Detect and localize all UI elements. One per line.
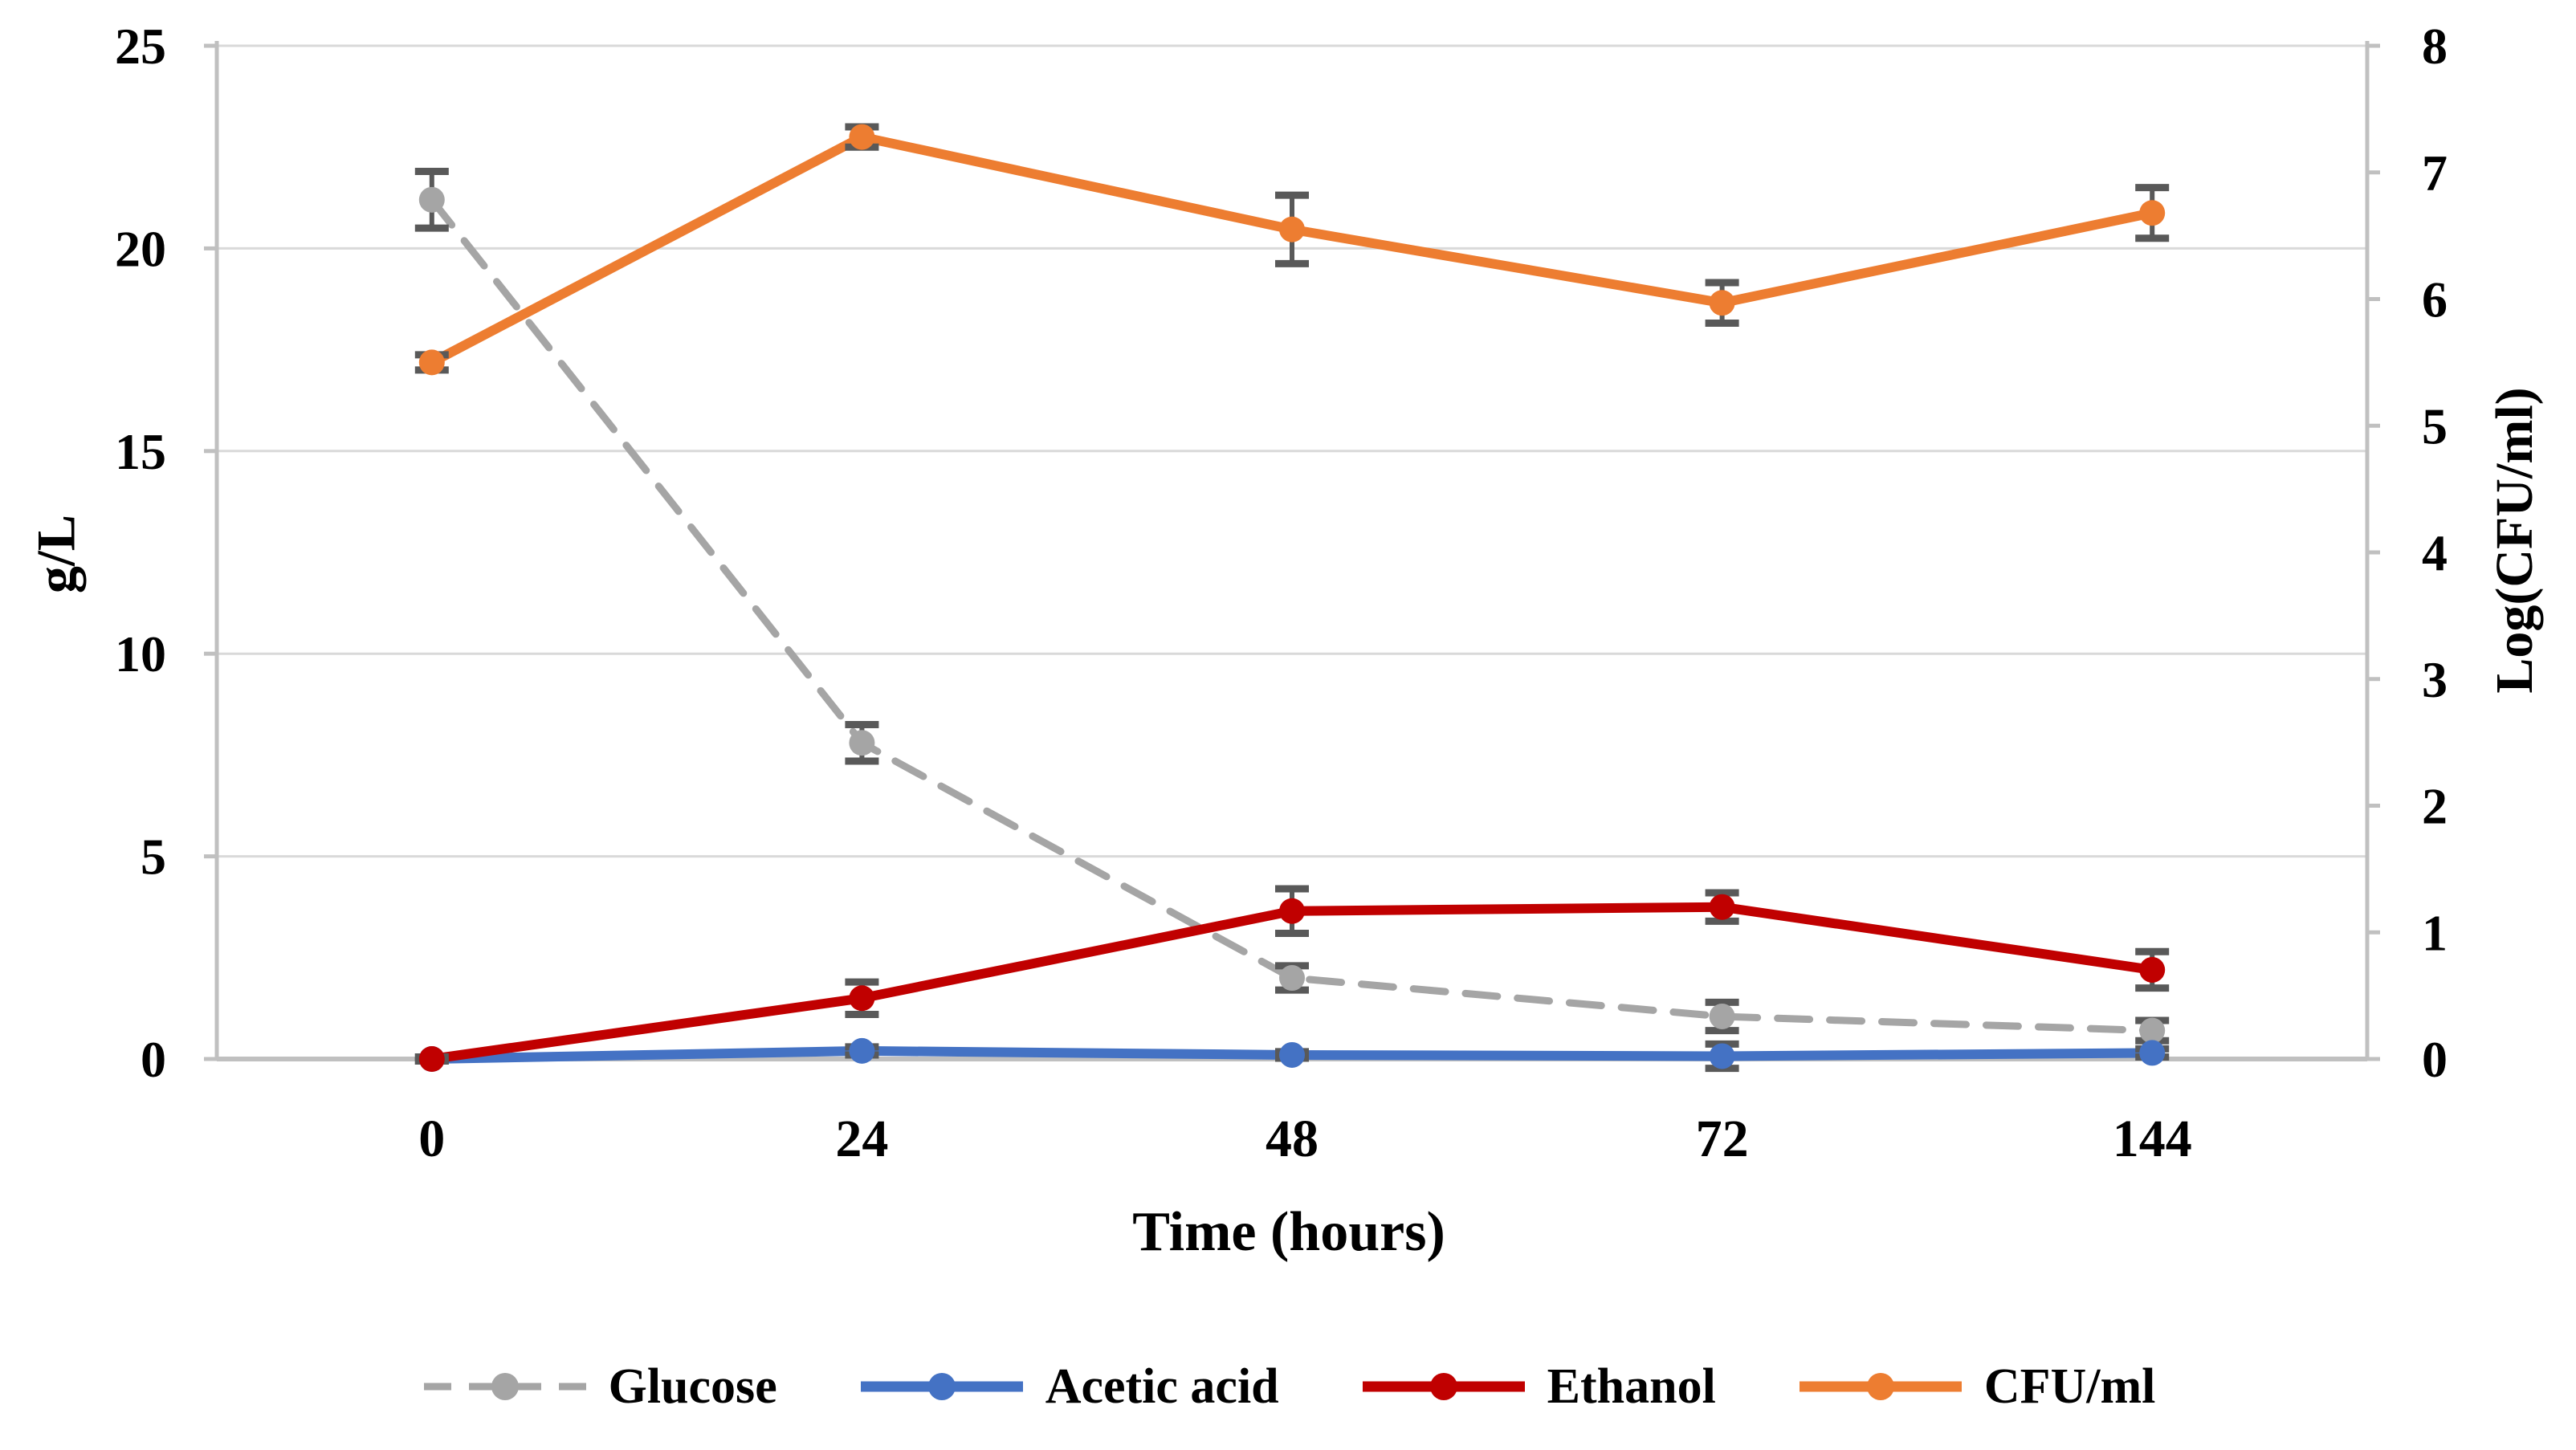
legend-marker-glucose [423,1373,586,1400]
right-axis-tick-label-0: 0 [2422,1031,2448,1088]
point-acetic-acid-72h [1709,1043,1735,1069]
point-glucose-72h [1709,1003,1735,1029]
left-axis-tick-label-5: 5 [141,829,166,886]
point-ethanol-0h [418,1046,445,1072]
legend-label-acetic-acid: Acetic acid [1045,1359,1279,1414]
legend: Glucose Acetic acid Ethanol CFU/ml [0,1361,2576,1412]
point-ethanol-24h [849,985,875,1012]
right-axis-tick-label-6: 6 [2422,271,2448,328]
legend-marker-ethanol [1362,1373,1525,1400]
point-cfu-ml-144h [2139,200,2166,226]
x-axis-title: Time (hours) [1132,1201,1445,1263]
legend-marker-cfu-ml [1799,1373,1962,1400]
x-axis-tick-label-0: 0 [418,1110,445,1168]
right-axis-tick-label-3: 3 [2422,651,2448,708]
right-axis-tick-label-1: 1 [2422,904,2448,961]
legend-marker-acetic-acid [860,1373,1023,1400]
right-axis-title: Log(CFU/ml) [2485,387,2544,694]
right-axis-tick-label-7: 7 [2422,145,2448,202]
left-axis-tick-label-20: 20 [115,220,166,277]
point-glucose-144h [2139,1017,2166,1044]
point-acetic-acid-144h [2139,1040,2166,1066]
point-glucose-48h [1279,965,1305,992]
right-axis-tick-label-5: 5 [2422,397,2448,454]
left-axis-tick-label-10: 10 [115,625,166,682]
series-acetic-acid [414,1037,2170,1073]
point-glucose-0h [418,186,445,213]
point-glucose-24h [849,730,875,756]
point-cfu-ml-72h [1709,290,1735,316]
x-axis-tick-label-144: 144 [2113,1110,2192,1168]
x-axis-tick-label-24: 24 [835,1110,888,1168]
series-ethanol [414,885,2170,1072]
legend-item-ethanol: Ethanol [1359,1361,1716,1412]
point-ethanol-48h [1279,898,1305,924]
legend-item-cfu-ml: CFU/ml [1796,1359,2156,1414]
point-cfu-ml-48h [1279,216,1305,242]
legend-label-ethanol: Ethanol [1547,1359,1716,1414]
point-cfu-ml-0h [418,349,445,376]
point-ethanol-144h [2139,956,2166,983]
legend-label-cfu-ml: CFU/ml [1983,1359,2156,1414]
left-axis-title: g/L [25,514,87,594]
x-axis-tick-label-72: 72 [1696,1110,1749,1168]
series-glucose [414,167,2170,1045]
legend-label-glucose: Glucose [608,1359,777,1414]
x-axis-tick-label-48: 48 [1266,1110,1319,1168]
right-axis-tick-label-8: 8 [2422,18,2448,75]
left-axis-tick-label-25: 25 [115,18,166,75]
point-acetic-acid-24h [849,1037,875,1064]
legend-item-acetic-acid: Acetic acid [858,1361,1279,1412]
right-axis-tick-label-2: 2 [2422,778,2448,835]
point-acetic-acid-48h [1279,1041,1305,1068]
legend-item-glucose: Glucose [421,1361,777,1412]
point-ethanol-72h [1709,894,1735,920]
left-axis-tick-label-0: 0 [141,1031,166,1088]
point-cfu-ml-24h [849,124,875,150]
right-axis-tick-label-4: 4 [2422,524,2448,581]
left-axis-tick-label-15: 15 [115,423,166,480]
series-cfu-ml [414,123,2170,376]
